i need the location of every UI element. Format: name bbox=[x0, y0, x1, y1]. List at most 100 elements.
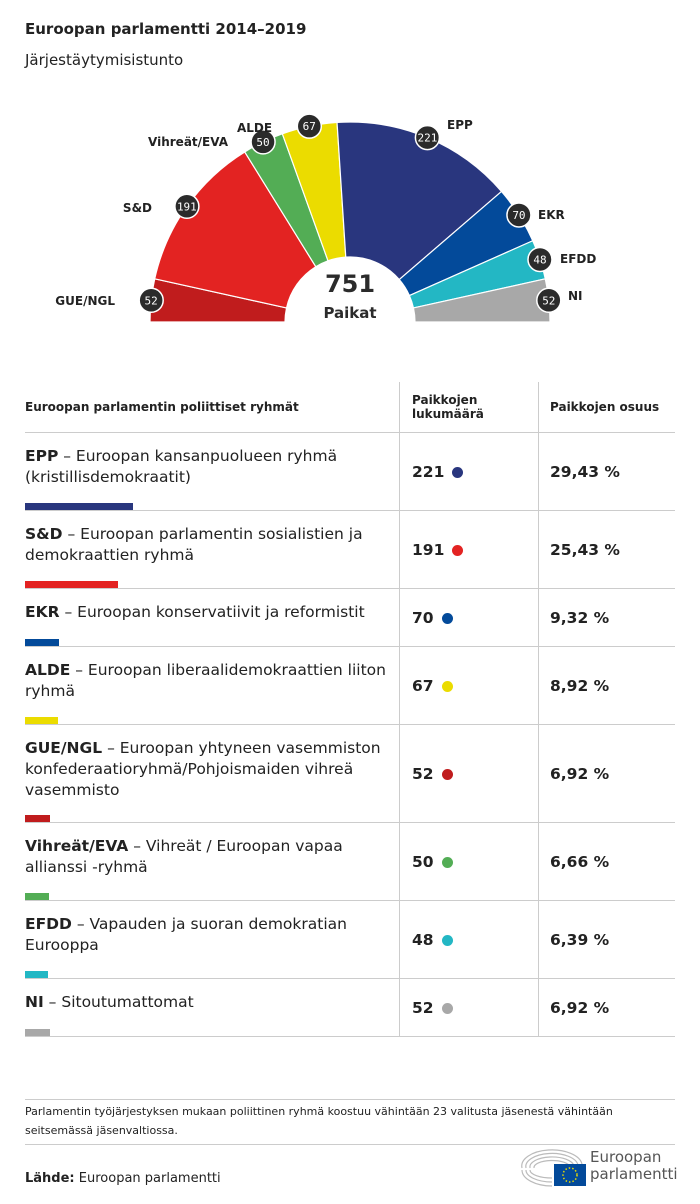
share-cell: 6,92 % bbox=[538, 978, 675, 1037]
footnote: Parlamentin työjärjestyksen mukaan polii… bbox=[25, 1099, 675, 1145]
logo-line2: parlamentti bbox=[590, 1165, 678, 1183]
table-row: GUE/NGL – Euroopan yhtyneen vasemmiston … bbox=[25, 724, 675, 823]
seat-badge bbox=[296, 113, 323, 139]
source-label: Lähde: bbox=[25, 1171, 75, 1186]
group-cell: ALDE – Euroopan liberaalidemokraattien l… bbox=[25, 646, 400, 725]
seat-badge-value: 48 bbox=[533, 253, 546, 266]
table-row: NI – Sitoutumattomat 52 6,92 % bbox=[25, 978, 675, 1037]
group-desc: – Euroopan yhtyneen vasemmiston konfeder… bbox=[25, 739, 381, 799]
seat-badge-value: 50 bbox=[256, 136, 269, 149]
seat-badge bbox=[250, 129, 276, 155]
color-dot bbox=[441, 680, 453, 692]
group-desc: – Euroopan kansanpuolueen ryhmä (kristil… bbox=[25, 447, 338, 486]
seat-badge-value: 67 bbox=[303, 120, 316, 133]
group-cell: S&D – Euroopan parlamentin sosialistien … bbox=[25, 510, 400, 589]
seat-count: 191 bbox=[412, 540, 445, 559]
share-cell: 9,32 % bbox=[538, 588, 675, 647]
party-label: EKR bbox=[538, 208, 565, 222]
party-label: EFDD bbox=[560, 252, 596, 266]
group-cell: Vihreät/EVA – Vihreät / Euroopan vapaa a… bbox=[25, 822, 400, 901]
seats-cell: 221 bbox=[399, 432, 539, 511]
table-row: EKR – Euroopan konservatiivit ja reformi… bbox=[25, 588, 675, 647]
seat-bar bbox=[25, 503, 133, 510]
share-cell: 29,43 % bbox=[538, 432, 675, 511]
seat-count: 70 bbox=[412, 608, 434, 627]
table-row: ALDE – Euroopan liberaalidemokraattien l… bbox=[25, 646, 675, 725]
seat-count: 221 bbox=[412, 462, 445, 481]
share-cell: 25,43 % bbox=[538, 510, 675, 589]
seat-bar bbox=[25, 815, 50, 822]
table-row: Vihreät/EVA – Vihreät / Euroopan vapaa a… bbox=[25, 822, 675, 901]
party-label: GUE/NGL bbox=[55, 294, 115, 308]
seat-bar bbox=[25, 893, 49, 900]
group-desc: – Euroopan konservatiivit ja reformistit bbox=[59, 603, 365, 621]
seat-count: 52 bbox=[412, 998, 434, 1017]
hemicycle-logo-icon bbox=[521, 1149, 586, 1187]
seats-cell: 52 bbox=[399, 724, 539, 823]
seat-segment bbox=[336, 121, 503, 281]
seats-cell: 52 bbox=[399, 978, 539, 1037]
seat-count: 67 bbox=[412, 676, 434, 695]
party-label: NI bbox=[568, 289, 583, 303]
seat-segment bbox=[153, 151, 317, 309]
table-header: Euroopan parlamentin poliittiset ryhmät … bbox=[25, 382, 675, 433]
group-cell: EFDD – Vapauden ja suoran demokratian Eu… bbox=[25, 900, 400, 979]
color-dot bbox=[441, 856, 453, 868]
table-row: S&D – Euroopan parlamentin sosialistien … bbox=[25, 510, 675, 589]
seat-badge bbox=[536, 287, 562, 314]
seat-bar bbox=[25, 639, 59, 646]
seat-badge-value: 52 bbox=[542, 294, 555, 307]
share-cell: 6,39 % bbox=[538, 900, 675, 979]
source-name: Euroopan parlamentti bbox=[74, 1171, 221, 1186]
share-cell: 8,92 % bbox=[538, 646, 675, 725]
seat-badge bbox=[414, 124, 441, 151]
hemicycle-chart: 52 GUE/NGL 191 S&D 50 Vihreät/EVA 67 ALDE 221 EPP… bbox=[55, 113, 596, 323]
group-abbr: EKR bbox=[25, 603, 60, 621]
group-desc: – Sitoutumattomat bbox=[43, 993, 194, 1011]
group-desc: – Euroopan liberaalidemokraattien liiton… bbox=[25, 661, 386, 700]
source: Lähde: Euroopan parlamentti bbox=[25, 1171, 221, 1186]
seat-badge bbox=[527, 246, 553, 273]
group-abbr: S&D bbox=[25, 525, 63, 543]
group-cell: EKR – Euroopan konservatiivit ja reformi… bbox=[25, 588, 400, 647]
total-seats: 751 bbox=[325, 270, 375, 298]
color-dot bbox=[452, 466, 464, 478]
color-dot bbox=[441, 934, 453, 946]
total-label: Paikat bbox=[323, 304, 376, 322]
seat-badge bbox=[138, 287, 164, 314]
party-label: EPP bbox=[447, 118, 473, 132]
group-desc: – Vihreät / Euroopan vapaa allianssi -ry… bbox=[25, 837, 343, 876]
seat-count: 48 bbox=[412, 930, 434, 949]
seat-badge-value: 52 bbox=[145, 294, 158, 307]
seats-cell: 48 bbox=[399, 900, 539, 979]
group-cell: EPP – Euroopan kansanpuolueen ryhmä (kri… bbox=[25, 432, 400, 511]
table-row: EPP – Euroopan kansanpuolueen ryhmä (kri… bbox=[25, 432, 675, 511]
seats-cell: 191 bbox=[399, 510, 539, 589]
seat-bar bbox=[25, 717, 58, 724]
groups-table: Euroopan parlamentin poliittiset ryhmät … bbox=[25, 382, 675, 1037]
seat-badge bbox=[174, 193, 200, 220]
seat-bar bbox=[25, 581, 118, 588]
header-seats: Paikkojen lukumäärä bbox=[399, 382, 539, 433]
table-row: EFDD – Vapauden ja suoran demokratian Eu… bbox=[25, 900, 675, 979]
seat-bar bbox=[25, 1029, 50, 1036]
group-desc: – Vapauden ja suoran demokratian Euroopp… bbox=[25, 915, 347, 954]
group-abbr: ALDE bbox=[25, 661, 71, 679]
seat-badge bbox=[506, 202, 532, 228]
seats-cell: 70 bbox=[399, 588, 539, 647]
group-abbr: EPP bbox=[25, 447, 59, 465]
group-abbr: GUE/NGL bbox=[25, 739, 103, 757]
group-cell: GUE/NGL – Euroopan yhtyneen vasemmiston … bbox=[25, 724, 400, 823]
group-desc: – Euroopan parlamentin sosialistien ja d… bbox=[25, 525, 363, 564]
party-label: S&D bbox=[123, 201, 152, 215]
ep-logo: Euroopan parlamentti bbox=[518, 1148, 678, 1188]
logo-line1: Euroopan bbox=[590, 1148, 662, 1166]
seats-cell: 67 bbox=[399, 646, 539, 725]
share-cell: 6,92 % bbox=[538, 724, 675, 823]
seat-badge-value: 221 bbox=[417, 132, 437, 145]
group-abbr: NI bbox=[25, 993, 44, 1011]
header-share: Paikkojen osuus bbox=[538, 382, 675, 433]
share-cell: 6,66 % bbox=[538, 822, 675, 901]
chart-subtitle: Järjestäytymisistunto bbox=[25, 51, 184, 69]
